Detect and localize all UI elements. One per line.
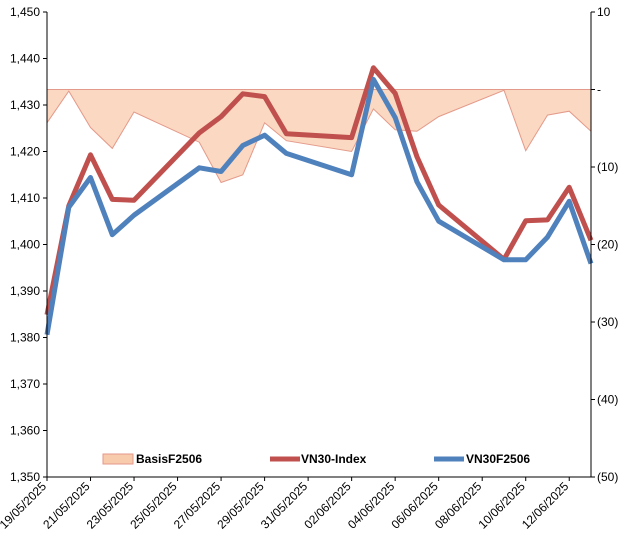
y2-tick-label: 10 — [597, 5, 611, 19]
series-vn30-index-line — [44, 65, 594, 316]
y-tick-label: 1,390 — [10, 284, 40, 298]
legend-label-vn30-index: VN30-Index — [301, 452, 367, 466]
legend: BasisF2506 VN30-Index VN30F2506 — [102, 452, 530, 466]
y2-tick-label: (20) — [597, 238, 618, 252]
y-tick-label: 1,400 — [10, 238, 40, 252]
y-tick-label: 1,360 — [10, 424, 40, 438]
legend-label-vn30f2506: VN30F2506 — [466, 452, 530, 466]
legend-label-basisf2506: BasisF2506 — [136, 452, 202, 466]
y-tick-label: 1,370 — [10, 377, 40, 391]
y2-tick-label: (40) — [597, 393, 618, 407]
y-tick-label: 1,430 — [10, 98, 40, 112]
y-tick-label: 1,380 — [10, 331, 40, 345]
y-tick-label: 1,410 — [10, 191, 40, 205]
y2-tick-label: (50) — [597, 470, 618, 484]
series-vn30f2506-line — [44, 76, 594, 336]
series-basisf2506-edge — [46, 89, 592, 184]
x-tick-label: 12/06/2025 — [519, 479, 572, 532]
y-tick-label: 1,420 — [10, 145, 40, 159]
legend-swatch-basisf2506 — [102, 453, 134, 465]
y2-tick-label: - — [597, 83, 601, 97]
y-tick-label: 1,450 — [10, 5, 40, 19]
line-layer — [44, 65, 594, 336]
y-tick-label: 1,440 — [10, 52, 40, 66]
y2-tick-label: (30) — [597, 315, 618, 329]
y2-tick-label: (10) — [597, 160, 618, 174]
y-tick-label: 1,350 — [10, 470, 40, 484]
